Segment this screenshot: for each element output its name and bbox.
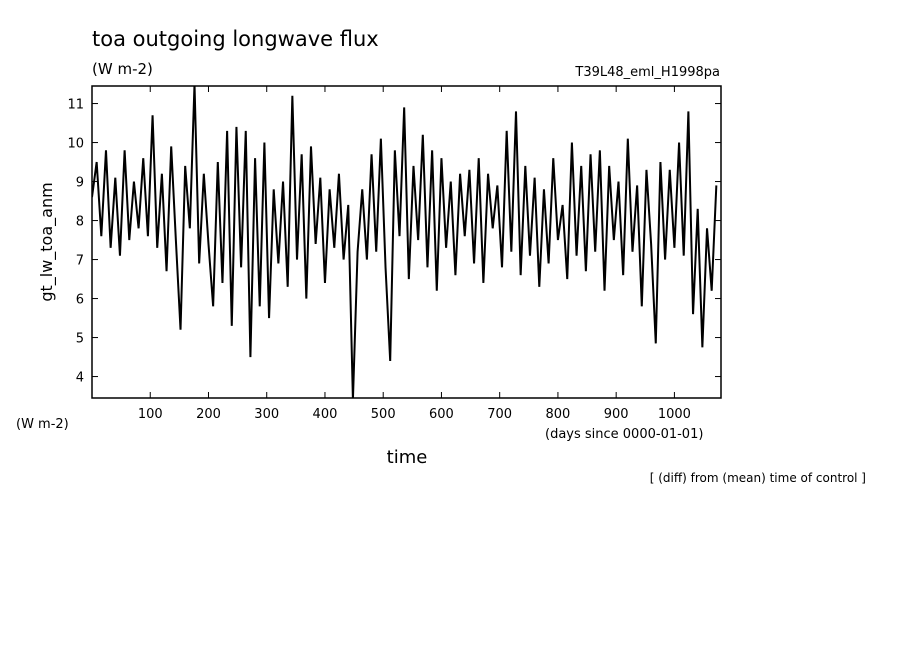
experiment: T39L48_eml_H1998pa [574,65,720,80]
data-line [92,86,718,398]
chart-title: toa outgoing longwave flux [92,27,379,51]
y-units: (W m-2) [16,417,69,432]
y-tick-label: 9 [76,176,84,191]
x-tick-label: 1000 [658,407,691,422]
x-tick-label: 400 [313,407,338,422]
x-units: (days since 0000-01-01) [545,427,703,442]
x-tick-label: 200 [196,407,221,422]
note: [ (diff) from (mean) time of control ] [650,471,866,485]
y-tick-label: 11 [67,98,84,113]
y-tick-label: 7 [76,254,84,269]
y-axis-label: gt_lw_toa_anm [37,182,57,301]
x-tick-label: 100 [138,407,163,422]
units: (W m-2) [92,60,153,78]
y-tick-label: 8 [76,215,84,230]
x-axis-label: time [387,447,428,468]
x-tick-label: 600 [429,407,454,422]
plot-frame [91,85,722,399]
x-tick-label: 500 [371,407,396,422]
x-tick-label: 800 [546,407,571,422]
x-tick-label: 300 [254,407,279,422]
y-tick-label: 4 [76,371,84,386]
y-tick-label: 5 [76,332,84,347]
x-tick-label: 900 [604,407,629,422]
y-tick-label: 10 [67,137,84,152]
x-tick-label: 700 [487,407,512,422]
y-tick-label: 6 [76,293,84,308]
